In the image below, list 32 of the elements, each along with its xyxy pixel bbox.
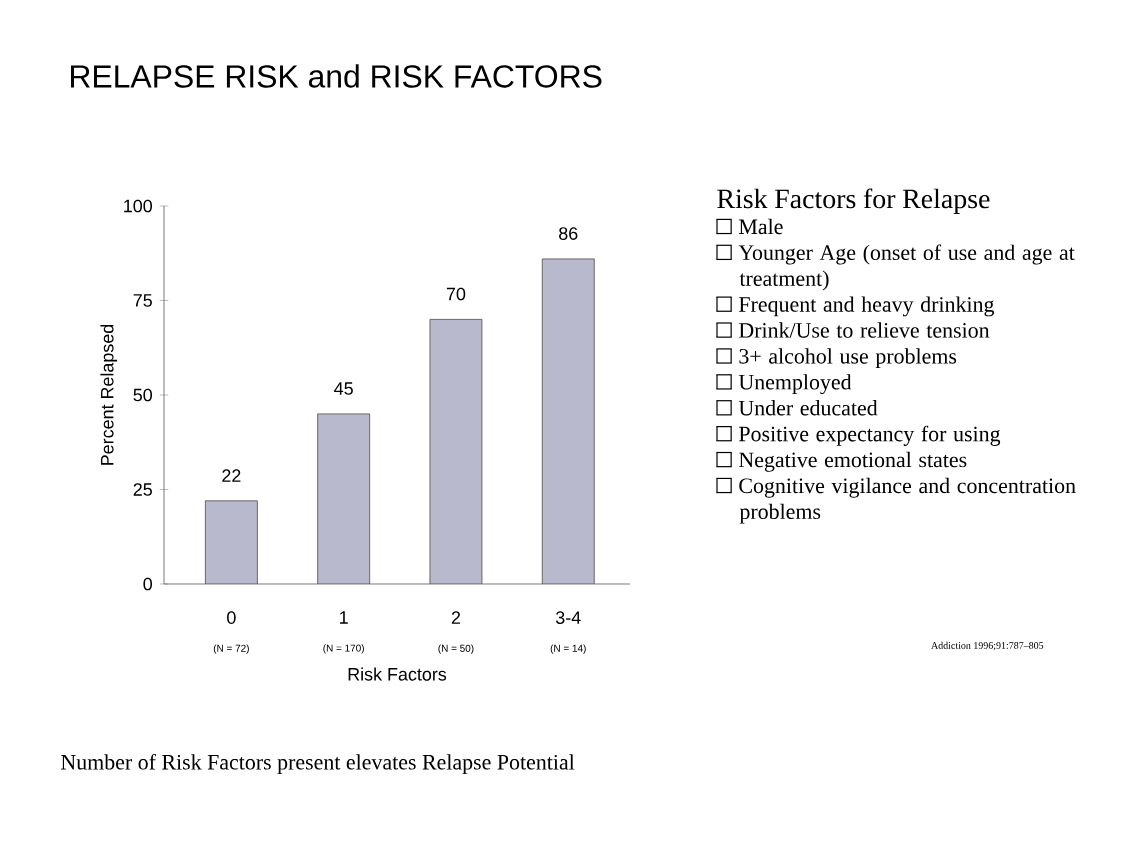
bar bbox=[317, 413, 371, 584]
text: Drink/Use to relieve tension bbox=[739, 322, 990, 338]
text: Under educated bbox=[738, 400, 878, 416]
bar bbox=[204, 500, 258, 584]
text: Positive expectancy for using bbox=[739, 425, 1001, 446]
y-axis-title: Percent Relapsed bbox=[100, 324, 118, 465]
chart-title: RELAPSE RISK and RISK FACTORS bbox=[71, 64, 602, 88]
text: Number of Risk Factors present elevates Relapse Potential bbox=[61, 753, 575, 775]
y-tick-label: 100 bbox=[124, 199, 153, 213]
bar bbox=[541, 258, 595, 584]
text: Unemployed bbox=[738, 374, 852, 395]
text: 3+ alcohol use problems bbox=[739, 348, 957, 369]
text: Cognitive vigilance and concentration problems bbox=[739, 477, 1076, 524]
y-tick-label: 25 bbox=[133, 483, 152, 496]
data-label: 86 bbox=[559, 227, 578, 240]
y-tick-label: 75 bbox=[133, 294, 152, 307]
text: Negative emotional states bbox=[739, 451, 967, 472]
x-axis-title: Risk Factors bbox=[348, 667, 447, 681]
y-tick-label: 0 bbox=[143, 577, 153, 591]
bar bbox=[429, 319, 483, 584]
y-tick-label: 50 bbox=[133, 388, 153, 402]
text: Frequent and heavy drinking bbox=[739, 296, 995, 317]
text: Male bbox=[739, 218, 783, 235]
x-tick-label: 1 bbox=[340, 611, 348, 624]
data-label: 45 bbox=[334, 382, 353, 395]
data-label: 70 bbox=[446, 287, 466, 301]
data-label: 22 bbox=[222, 469, 241, 482]
x-tick-label: 3-4 bbox=[555, 611, 581, 624]
text: Younger Age (onset of use and age at treatment) bbox=[738, 244, 1075, 291]
text: Risk Factors for Relapse bbox=[717, 188, 990, 214]
x-tick-label: 0 bbox=[227, 611, 236, 624]
x-tick-label: 2 bbox=[451, 611, 461, 624]
